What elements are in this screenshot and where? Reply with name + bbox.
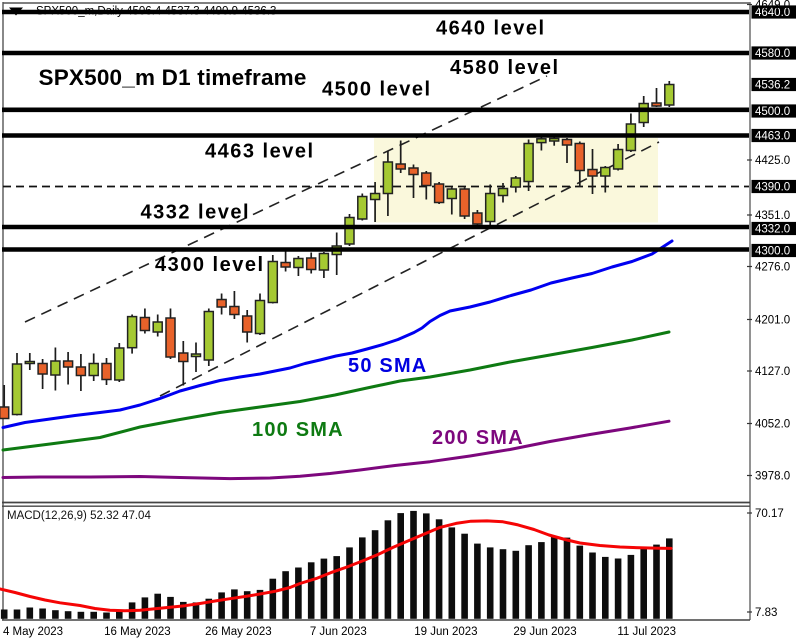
svg-text:4580.0: 4580.0 (755, 48, 790, 60)
svg-text:SPX500_m D1 timeframe: SPX500_m D1 timeframe (39, 65, 307, 90)
svg-text:4300 level: 4300 level (155, 254, 265, 276)
svg-text:4640 level: 4640 level (436, 18, 546, 40)
svg-text:11 Jul 2023: 11 Jul 2023 (617, 626, 676, 638)
svg-text:4649.0: 4649.0 (755, 0, 790, 12)
svg-text:100 SMA: 100 SMA (252, 419, 344, 441)
svg-text:7 Jun 2023: 7 Jun 2023 (310, 626, 367, 638)
svg-text:4536.2: 4536.2 (755, 80, 790, 92)
svg-text:4351.0: 4351.0 (755, 210, 790, 222)
svg-text:19 Jun 2023: 19 Jun 2023 (414, 626, 477, 638)
svg-text:3978.0: 3978.0 (755, 471, 790, 483)
svg-text:4052.0: 4052.0 (755, 419, 790, 431)
svg-text:4201.0: 4201.0 (755, 315, 790, 327)
svg-text:4580 level: 4580 level (450, 57, 560, 79)
svg-text:16 May 2023: 16 May 2023 (104, 626, 171, 638)
svg-text:4390.0: 4390.0 (755, 182, 790, 194)
svg-text:4463 level: 4463 level (205, 141, 315, 163)
svg-text:4 May 2023: 4 May 2023 (3, 626, 63, 638)
svg-text:26 May 2023: 26 May 2023 (205, 626, 272, 638)
svg-text:7.83: 7.83 (755, 607, 777, 619)
svg-text:4463.0: 4463.0 (755, 131, 790, 143)
svg-text:70.17: 70.17 (755, 508, 784, 520)
svg-text:29 Jun 2023: 29 Jun 2023 (513, 626, 576, 638)
svg-text:4425.0: 4425.0 (755, 155, 790, 167)
svg-text:50 SMA: 50 SMA (348, 355, 427, 377)
svg-text:4127.0: 4127.0 (755, 366, 790, 378)
svg-text:4500.0: 4500.0 (755, 106, 790, 118)
svg-text:200 SMA: 200 SMA (432, 427, 524, 449)
svg-text:4276.0: 4276.0 (755, 262, 790, 274)
svg-text:4332 level: 4332 level (141, 202, 251, 224)
svg-text:4500 level: 4500 level (322, 79, 432, 101)
svg-text:MACD(12,26,9) 52.32 47.04: MACD(12,26,9) 52.32 47.04 (7, 510, 151, 522)
svg-text:4300.0: 4300.0 (755, 246, 790, 258)
svg-text:4332.0: 4332.0 (755, 224, 790, 236)
svg-text:4640.0: 4640.0 (755, 7, 790, 19)
